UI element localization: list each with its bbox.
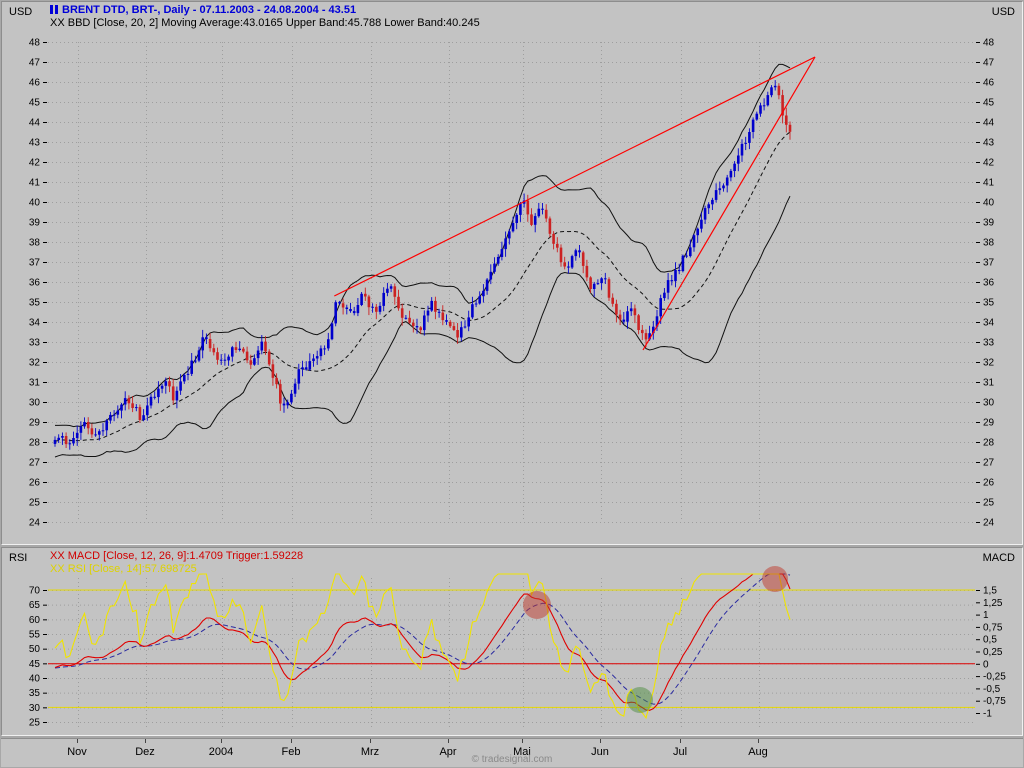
svg-text:35: 35 (983, 298, 995, 309)
svg-text:45: 45 (29, 98, 41, 109)
watermark: © tradesignal.com (1, 754, 1023, 765)
svg-text:36: 36 (29, 278, 41, 289)
svg-text:0,75: 0,75 (983, 622, 1003, 633)
svg-text:70: 70 (29, 586, 41, 597)
svg-text:43: 43 (983, 138, 995, 149)
svg-text:28: 28 (983, 438, 995, 449)
macd-trigger-line (55, 574, 790, 704)
bollinger-lower-band (55, 196, 790, 457)
svg-text:38: 38 (29, 238, 41, 249)
price-chart-canvas[interactable]: 24 24 25 25 26 26 27 27 28 28 29 29 30 30 31 31 32 32 33 33… (2, 2, 1022, 544)
svg-text:33: 33 (29, 338, 41, 349)
svg-text:24: 24 (983, 518, 995, 529)
svg-text:40: 40 (983, 198, 995, 209)
svg-text:55: 55 (29, 630, 41, 641)
svg-text:25: 25 (29, 718, 41, 729)
sell-signal-highlight-2 (762, 566, 788, 592)
svg-text:44: 44 (29, 118, 41, 129)
svg-text:46: 46 (983, 78, 995, 89)
price-grid (48, 42, 975, 523)
price-unit-right: USD (992, 6, 1015, 18)
svg-text:-0,75: -0,75 (983, 696, 1006, 707)
price-unit-left: USD (9, 6, 32, 18)
svg-text:65: 65 (29, 600, 41, 611)
svg-text:42: 42 (29, 158, 41, 169)
svg-text:47: 47 (983, 58, 995, 69)
svg-text:39: 39 (983, 218, 995, 229)
svg-text:30: 30 (983, 398, 995, 409)
svg-text:28: 28 (29, 438, 41, 449)
svg-text:41: 41 (29, 178, 41, 189)
svg-text:0,25: 0,25 (983, 647, 1003, 658)
svg-text:60: 60 (29, 615, 41, 626)
macd-legend: XX MACD [Close, 12, 26, 9]:1.4709 Trigge… (50, 550, 303, 562)
svg-text:46: 46 (29, 78, 41, 89)
time-axis: NovDez2004FebMrzAprMaiJunJulAug © trades… (1, 738, 1023, 767)
price-axis: 24 24 25 25 26 26 27 27 28 28 29 29 30 30 31 31 32 32 33 33… (29, 38, 995, 529)
sell-signal-highlight-1 (523, 591, 551, 619)
svg-text:1,5: 1,5 (983, 586, 997, 597)
svg-text:-0,25: -0,25 (983, 672, 1006, 683)
svg-text:24: 24 (29, 518, 41, 529)
svg-text:37: 37 (29, 258, 41, 269)
svg-text:48: 48 (983, 38, 995, 49)
svg-text:32: 32 (983, 358, 995, 369)
svg-text:50: 50 (29, 644, 41, 655)
svg-text:43: 43 (29, 138, 41, 149)
svg-text:41: 41 (983, 178, 995, 189)
svg-text:26: 26 (29, 478, 41, 489)
svg-text:32: 32 (29, 358, 41, 369)
svg-text:31: 31 (983, 378, 995, 389)
buy-signal-highlight (627, 687, 653, 713)
svg-text:45: 45 (29, 659, 41, 670)
svg-text:33: 33 (983, 338, 995, 349)
svg-text:25: 25 (29, 498, 41, 509)
svg-text:34: 34 (983, 318, 995, 329)
svg-text:40: 40 (29, 674, 41, 685)
bollinger-legend: XX BBD [Close, 20, 2] Moving Average:43.… (50, 17, 480, 29)
svg-text:29: 29 (983, 418, 995, 429)
svg-text:30: 30 (29, 398, 41, 409)
svg-text:1: 1 (983, 610, 989, 621)
svg-text:47: 47 (29, 58, 41, 69)
chart-window: USD USD BRENT DTD, BRT-, Daily - 07.11.2… (0, 0, 1024, 768)
price-panel: USD USD BRENT DTD, BRT-, Daily - 07.11.2… (1, 1, 1023, 545)
svg-text:39: 39 (29, 218, 41, 229)
svg-text:38: 38 (983, 238, 995, 249)
macd-axis-label: MACD (983, 552, 1015, 564)
svg-text:48: 48 (29, 38, 41, 49)
svg-text:30: 30 (29, 703, 41, 714)
svg-text:0: 0 (983, 659, 989, 670)
svg-text:35: 35 (29, 298, 41, 309)
indicator-panel: RSI MACD XX MACD [Close, 12, 26, 9]:1.47… (1, 547, 1023, 736)
series-legend-text: BRENT DTD, BRT-, Daily - 07.11.2003 - 24… (62, 4, 356, 16)
svg-text:29: 29 (29, 418, 41, 429)
svg-text:44: 44 (983, 118, 995, 129)
svg-text:42: 42 (983, 158, 995, 169)
svg-text:-0,5: -0,5 (983, 684, 1001, 695)
svg-text:36: 36 (983, 278, 995, 289)
svg-text:35: 35 (29, 688, 41, 699)
series-legend: BRENT DTD, BRT-, Daily - 07.11.2003 - 24… (50, 4, 356, 16)
rsi-line (55, 574, 790, 718)
rsi-legend: XX RSI [Close, 14]:57.698725 (50, 563, 197, 575)
svg-text:37: 37 (983, 258, 995, 269)
bollinger-upper-band (55, 64, 790, 426)
svg-text:25: 25 (983, 498, 995, 509)
indicator-grid (48, 578, 975, 728)
svg-text:27: 27 (29, 458, 41, 469)
rsi-axis-label: RSI (9, 552, 27, 564)
svg-text:-1: -1 (983, 709, 992, 720)
indicator-chart-canvas[interactable]: 70 65 60 55 50 45 40 35 30 25 1,51,2510,75 0,50,250… (2, 548, 1022, 735)
candlestick-icon (50, 5, 58, 14)
svg-text:34: 34 (29, 318, 41, 329)
trend-lines (334, 57, 815, 350)
svg-text:31: 31 (29, 378, 41, 389)
svg-text:0,5: 0,5 (983, 635, 997, 646)
svg-text:1,25: 1,25 (983, 598, 1003, 609)
svg-text:26: 26 (983, 478, 995, 489)
svg-text:45: 45 (983, 98, 995, 109)
svg-text:40: 40 (29, 198, 41, 209)
svg-text:27: 27 (983, 458, 995, 469)
